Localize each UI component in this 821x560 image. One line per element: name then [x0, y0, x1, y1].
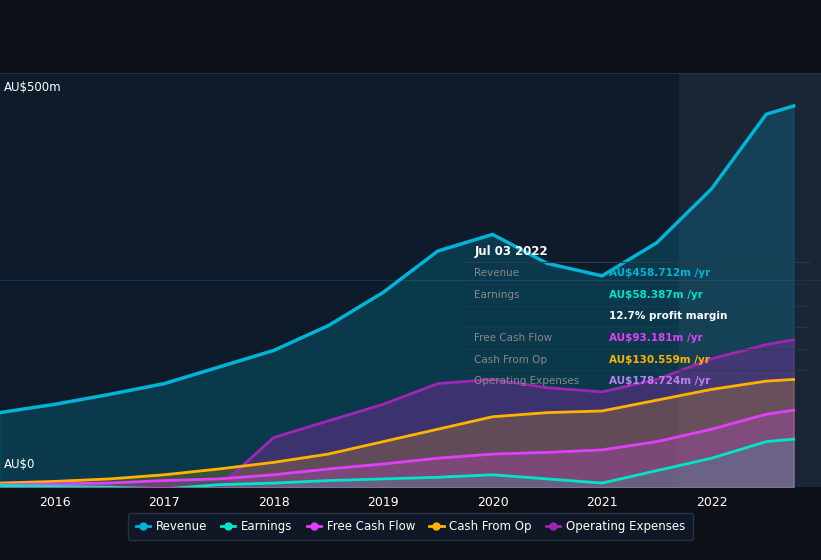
Text: Jul 03 2022: Jul 03 2022	[475, 245, 548, 258]
Text: AU$178.724m /yr: AU$178.724m /yr	[608, 376, 710, 386]
Text: AU$58.387m /yr: AU$58.387m /yr	[608, 290, 703, 300]
Legend: Revenue, Earnings, Free Cash Flow, Cash From Op, Operating Expenses: Revenue, Earnings, Free Cash Flow, Cash …	[128, 513, 693, 540]
Text: AU$0: AU$0	[4, 458, 35, 470]
Text: AU$500m: AU$500m	[4, 81, 62, 94]
Text: Cash From Op: Cash From Op	[475, 354, 548, 365]
Text: Revenue: Revenue	[475, 268, 520, 278]
Text: AU$93.181m /yr: AU$93.181m /yr	[608, 333, 702, 343]
Bar	[679, 73, 821, 487]
Text: AU$130.559m /yr: AU$130.559m /yr	[608, 354, 709, 365]
Text: Operating Expenses: Operating Expenses	[475, 376, 580, 386]
Text: AU$458.712m /yr: AU$458.712m /yr	[608, 268, 710, 278]
Text: Free Cash Flow: Free Cash Flow	[475, 333, 553, 343]
Text: Earnings: Earnings	[475, 290, 520, 300]
Text: 12.7% profit margin: 12.7% profit margin	[608, 311, 727, 321]
